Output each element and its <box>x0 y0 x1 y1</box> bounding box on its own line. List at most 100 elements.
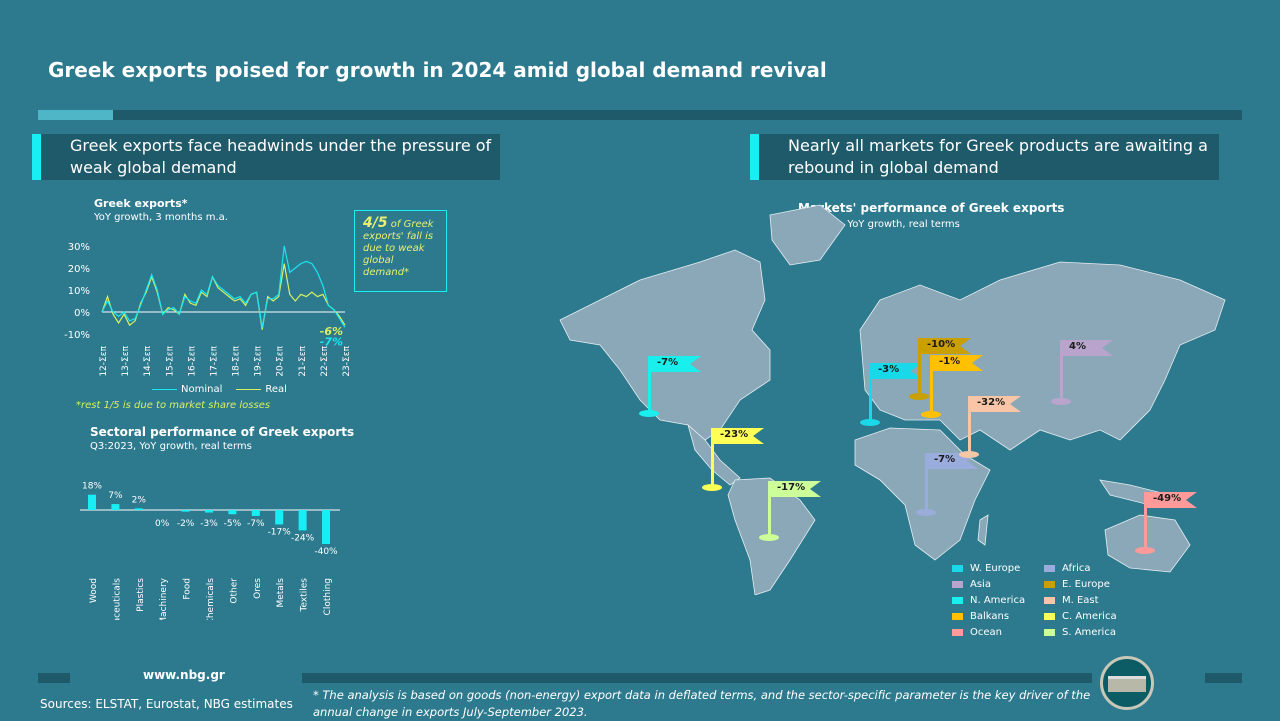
legend-real: Real <box>265 384 287 395</box>
legend-item: Africa <box>1044 563 1144 574</box>
legend-label: Asia <box>970 579 991 590</box>
legend-label: C. America <box>1062 611 1117 622</box>
x-tick-label: 20-Σεπ <box>276 345 286 376</box>
legend-label: Balkans <box>970 611 1010 622</box>
legend-swatch <box>1044 564 1055 572</box>
legend-item: Ocean <box>952 627 1044 638</box>
x-tick-label: 15-Σεπ <box>165 345 175 376</box>
legend-item: W. Europe <box>952 563 1044 574</box>
map-legend: W. Europe Africa Asia E. Europe N. America M.… <box>952 563 1144 638</box>
bar-label: 0% <box>155 519 170 529</box>
legend-item: Asia <box>952 579 1044 590</box>
madagascar <box>977 514 989 546</box>
map-subtitle: Q3:2023, YoY growth, real terms <box>798 219 960 230</box>
legend-label: Ocean <box>970 627 1002 638</box>
rest-footnote: *rest 1/5 is due to market share losses <box>76 400 271 411</box>
flag-label: -1% <box>933 355 983 371</box>
y-tick-label: 30% <box>68 242 90 253</box>
page-title: Greek exports poised for growth in 2024 … <box>48 58 827 82</box>
category-label: Textiles <box>300 578 310 613</box>
bar-label: -40% <box>314 547 338 557</box>
right-section-header: Nearly all markets for Greek products ar… <box>750 134 1219 180</box>
category-label: Other <box>229 578 239 604</box>
bar-chart-title: Sectoral performance of Greek exports <box>90 425 355 439</box>
flag-label: -49% <box>1147 492 1197 508</box>
footer-rule-right <box>1205 673 1242 683</box>
x-tick-label: 22-Σεπ <box>320 345 330 376</box>
legend-item: M. East <box>1044 595 1144 606</box>
category-label: Food <box>183 578 193 600</box>
x-tick-label: 21-Σεπ <box>298 345 308 376</box>
legend-label: E. Europe <box>1062 579 1110 590</box>
x-tick-label: 16-Σεπ <box>187 345 197 376</box>
line-chart-title: Greek exports* <box>94 197 188 210</box>
bar-label: 7% <box>108 491 123 501</box>
bar-label: -17% <box>268 527 292 537</box>
bar-chemicals <box>205 510 213 513</box>
end-label: -6% <box>320 325 343 338</box>
category-label: Pharmaceuticals <box>112 578 122 620</box>
line-chart-subtitle: YoY growth, 3 months m.a. <box>94 212 228 223</box>
right-header-text: Nearly all markets for Greek products ar… <box>788 136 1208 177</box>
website-link[interactable]: www.nbg.gr <box>143 668 225 682</box>
legend-swatch <box>952 580 963 588</box>
legend-item: C. America <box>1044 611 1144 622</box>
bar-plastics <box>134 508 143 510</box>
category-label: Machinery <box>159 577 169 620</box>
bar-label: -5% <box>224 519 242 529</box>
flag-label: -23% <box>714 428 764 444</box>
rule-accent <box>38 110 113 120</box>
legend-swatch <box>952 596 963 604</box>
bar-ores <box>251 510 260 516</box>
bar-chart-subtitle: Q3:2023, YoY growth, real terms <box>90 441 252 452</box>
x-tick-label: 18-Σεπ <box>232 345 242 376</box>
legend-nominal: Nominal <box>181 384 223 395</box>
left-section-header: Greek exports face headwinds under the p… <box>32 134 500 180</box>
legend-item: Balkans <box>952 611 1044 622</box>
category-label: Clothing <box>323 578 333 615</box>
bar-wood <box>88 494 96 510</box>
category-label: Plastics <box>136 578 146 612</box>
y-tick-label: 0% <box>74 308 90 319</box>
series-line-nominal <box>101 245 346 328</box>
flag-label: -32% <box>971 396 1021 412</box>
legend-swatch <box>952 612 963 620</box>
footer-rule-left <box>38 673 70 683</box>
world-map <box>559 204 1226 595</box>
x-tick-label: 12-Σεπ <box>99 345 109 376</box>
callout-box: 4/5 of Greek exports' fall is due to wea… <box>354 210 447 292</box>
left-header-text: Greek exports face headwinds under the p… <box>70 136 492 177</box>
callout-text: of Greek exports' fall is due to weak gl… <box>363 219 434 278</box>
legend-label: N. America <box>970 595 1026 606</box>
x-tick-label: 23-Σεπ <box>342 345 352 376</box>
bar-chart: 18% Wood 7% Pharmaceuticals 2% Plastics 0% Mach… <box>80 482 340 620</box>
x-tick-label: 17-Σεπ <box>209 345 219 376</box>
category-label: Chemicals <box>206 578 216 620</box>
legend-swatch <box>1044 596 1055 604</box>
end-label: -7% <box>320 335 343 348</box>
legend-swatch <box>1044 612 1055 620</box>
bar-food <box>181 510 190 512</box>
bar-label: -7% <box>247 519 265 529</box>
flag-label: -7% <box>651 356 701 372</box>
legend-label: Africa <box>1062 563 1091 574</box>
analysis-note: * The analysis is based on goods (non-en… <box>313 688 1091 719</box>
bar-label: -24% <box>291 533 315 543</box>
eurasia <box>859 261 1226 451</box>
x-tick-label: 14-Σεπ <box>143 345 153 376</box>
y-tick-label: -10% <box>64 330 90 341</box>
flag-label: -3% <box>872 363 922 379</box>
bar-label: 18% <box>82 482 102 492</box>
sources: Sources: ELSTAT, Eurostat, NBG estimates <box>40 697 293 711</box>
callout-bold: 4/5 <box>363 215 388 231</box>
series-line-real <box>101 263 346 330</box>
x-tick-label: 13-Σεπ <box>121 345 131 376</box>
bar-label: -3% <box>200 519 218 529</box>
bar-label: 2% <box>132 495 147 505</box>
bar-pharmaceuticals <box>111 504 120 510</box>
legend-swatch <box>1044 580 1055 588</box>
category-label: Wood <box>89 578 99 603</box>
category-label: Ores <box>253 578 263 599</box>
legend-label: M. East <box>1062 595 1099 606</box>
legend-swatch <box>952 628 963 636</box>
